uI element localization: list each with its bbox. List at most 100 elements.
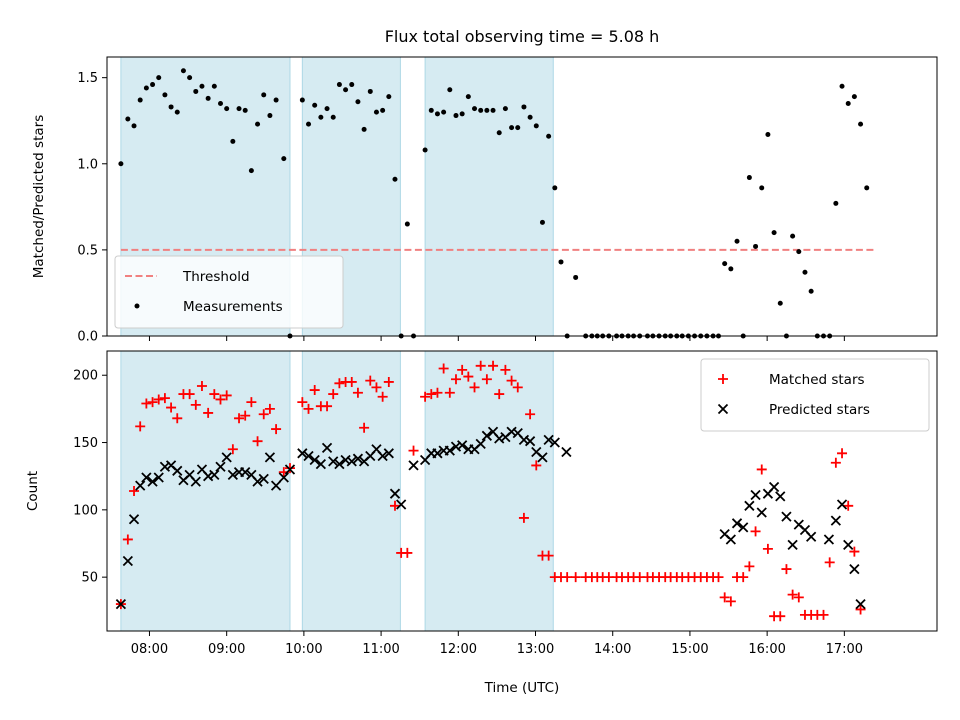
data-point <box>793 592 804 603</box>
x-tick-label: 16:00 <box>748 642 785 657</box>
data-point <box>475 438 486 450</box>
data-point <box>833 200 839 206</box>
series-x-markers <box>115 426 866 610</box>
x-tick-label: 13:00 <box>517 642 554 657</box>
data-point <box>725 534 736 545</box>
data-point <box>215 394 226 405</box>
data-point <box>199 83 205 89</box>
data-point <box>248 168 254 174</box>
data-point <box>475 360 486 371</box>
x-tick-label: 09:00 <box>208 642 245 657</box>
data-point <box>558 259 564 265</box>
data-point <box>240 467 251 478</box>
x-axis-label: Time (UTC) <box>484 680 560 696</box>
data-point <box>855 604 866 615</box>
data-point <box>728 266 734 272</box>
data-point <box>162 92 168 98</box>
data-point <box>823 534 835 545</box>
data-point <box>258 409 269 420</box>
data-point <box>402 547 413 558</box>
data-point <box>750 489 761 501</box>
data-point <box>383 376 394 387</box>
data-point <box>444 387 455 398</box>
data-point <box>153 394 164 405</box>
data-point <box>408 460 419 471</box>
data-point <box>459 111 465 117</box>
data-point <box>818 609 829 620</box>
data-point <box>562 572 573 583</box>
data-point <box>147 397 158 408</box>
data-point <box>227 469 238 480</box>
data-point <box>264 403 275 414</box>
y-tick-label: 0.5 <box>77 243 98 258</box>
legend-dot-swatch <box>134 303 140 309</box>
data-point <box>303 403 314 414</box>
data-point <box>744 561 755 572</box>
y-tick-label: 0.0 <box>77 330 98 345</box>
data-point <box>488 360 499 371</box>
data-point <box>512 382 523 393</box>
data-point <box>768 481 780 493</box>
data-point <box>781 511 792 522</box>
data-point <box>346 376 357 387</box>
legend-label: Predicted stars <box>769 402 870 418</box>
data-point <box>190 399 201 410</box>
axes-frame <box>106 56 938 337</box>
legend-label: Matched stars <box>769 372 865 388</box>
data-point <box>500 364 511 375</box>
data-point <box>824 557 835 568</box>
data-point <box>744 500 755 511</box>
legend-plus-swatch <box>718 374 728 384</box>
panels: 0.0 0.5 1.0 1.5 Matched/Predicted stars Thres… <box>25 56 938 657</box>
data-point <box>125 116 131 122</box>
data-point <box>839 83 845 89</box>
legend-box <box>114 255 344 329</box>
data-point <box>168 104 174 110</box>
data-point <box>434 111 440 117</box>
data-point <box>359 422 370 433</box>
legend-box <box>700 358 930 432</box>
panel-1: 0.0 0.5 1.0 1.5 Matched/Predicted stars Thres… <box>31 56 938 345</box>
x-tick-label: 12:00 <box>440 642 477 657</box>
data-point <box>336 82 342 88</box>
data-point <box>444 445 455 456</box>
data-point <box>156 75 162 81</box>
data-point <box>131 123 137 129</box>
data-point <box>129 486 140 496</box>
x-tick-label: 17:00 <box>826 642 863 657</box>
data-point <box>494 389 505 400</box>
data-point <box>546 133 552 139</box>
data-point <box>273 97 279 103</box>
data-point <box>135 421 146 432</box>
data-point <box>806 531 817 542</box>
data-point <box>284 464 296 475</box>
data-point <box>389 488 401 499</box>
data-point <box>481 430 493 441</box>
data-point <box>422 147 428 153</box>
data-point <box>808 288 814 294</box>
x-tick-label: 15:00 <box>671 642 708 657</box>
data-point <box>830 457 841 468</box>
data-point <box>420 391 431 402</box>
data-point <box>270 480 282 491</box>
data-point <box>271 424 282 435</box>
data-point <box>845 101 851 106</box>
data-point <box>297 397 308 408</box>
data-point <box>771 230 777 236</box>
data-point <box>180 68 186 74</box>
data-point <box>261 92 267 98</box>
data-point <box>258 473 269 485</box>
data-point <box>404 221 410 227</box>
data-point <box>858 121 864 127</box>
data-point <box>153 472 164 483</box>
data-point <box>334 378 345 389</box>
data-point <box>506 375 517 386</box>
data-point <box>118 161 124 167</box>
data-point <box>122 534 133 545</box>
data-point <box>328 456 339 467</box>
data-point <box>432 387 443 398</box>
data-point <box>527 114 533 120</box>
data-point <box>380 107 386 113</box>
data-point <box>777 300 783 306</box>
